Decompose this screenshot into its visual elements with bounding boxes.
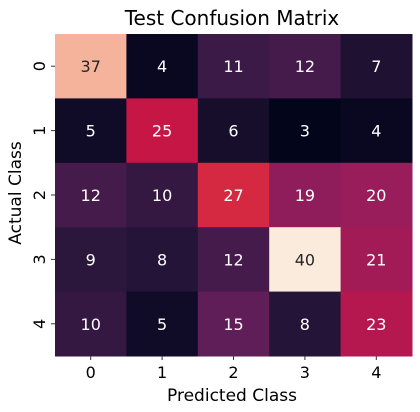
cell-value-label: 19 — [295, 186, 315, 205]
y-axis-ticks: 0 1 2 3 4 — [30, 61, 55, 329]
cell-value-label: 40 — [295, 250, 315, 269]
cell-value-label: 8 — [300, 315, 310, 334]
x-tick-label: 4 — [371, 363, 381, 382]
heatmap-cell — [340, 291, 413, 357]
heatmap-cell — [126, 291, 199, 357]
heatmap-cell — [55, 227, 127, 293]
x-tick-label: 3 — [300, 363, 310, 382]
heatmap-cell — [126, 34, 199, 99]
y-tick-label: 2 — [30, 190, 49, 200]
x-tick-label: 1 — [157, 363, 167, 382]
cell-value-label: 37 — [81, 57, 101, 76]
heatmap-cell — [55, 291, 127, 357]
cell-value-label: 5 — [86, 122, 96, 141]
cell-value-label: 10 — [152, 186, 172, 205]
heatmap-cell — [269, 34, 342, 99]
heatmap-cell — [197, 227, 270, 293]
heatmap-cell — [340, 227, 413, 293]
cell-value-label: 21 — [366, 250, 386, 269]
cell-value-label: 12 — [295, 57, 315, 76]
cell-value-label: 3 — [300, 122, 310, 141]
cell-value-label: 12 — [223, 250, 243, 269]
cell-value-label: 23 — [366, 315, 386, 334]
cell-value-label: 7 — [371, 57, 381, 76]
cell-value-label: 15 — [223, 315, 243, 334]
heatmap-cell — [269, 227, 342, 293]
heatmap-cell — [126, 98, 199, 164]
heatmap-cell — [197, 162, 270, 228]
heatmap-cell — [197, 98, 270, 164]
cell-value-label: 4 — [371, 122, 381, 141]
cell-value-label: 11 — [223, 57, 243, 76]
x-tick-label: 0 — [86, 363, 96, 382]
cell-value-label: 9 — [86, 250, 96, 269]
cell-value-label: 10 — [81, 315, 101, 334]
heatmap-cell — [55, 162, 127, 228]
heatmap-cell — [340, 162, 413, 228]
heatmap-cell — [126, 227, 199, 293]
heatmap-cell — [126, 162, 199, 228]
cell-value-label: 8 — [157, 250, 167, 269]
chart-title: Test Confusion Matrix — [124, 6, 340, 30]
heatmap-cell — [197, 34, 270, 99]
y-tick-label: 1 — [30, 126, 49, 136]
heatmap-cells: 37 4 11 12 7 5 25 6 3 4 12 10 27 19 20 9 8 12 40 21 10 5 15 8 23 — [55, 34, 413, 357]
x-axis-ticks: 0 1 2 3 4 — [86, 356, 381, 382]
cell-value-label: 25 — [152, 122, 172, 141]
heatmap-cell — [340, 98, 413, 164]
y-axis-title: Actual Class — [6, 141, 26, 245]
cell-value-label: 27 — [223, 186, 243, 205]
heatmap-cell — [269, 98, 342, 164]
heatmap-cell — [269, 291, 342, 357]
y-tick-label: 0 — [30, 61, 49, 71]
heatmap-cell — [197, 291, 270, 357]
y-tick-label: 3 — [30, 254, 49, 264]
cell-value-label: 20 — [366, 186, 386, 205]
cell-value-label: 5 — [157, 315, 167, 334]
cell-value-label: 4 — [157, 57, 167, 76]
cell-value-label: 6 — [228, 122, 238, 141]
heatmap-cell — [55, 34, 127, 99]
x-tick-label: 2 — [228, 363, 238, 382]
heatmap-cell — [269, 162, 342, 228]
heatmap-cell — [55, 98, 127, 164]
x-axis-title: Predicted Class — [167, 386, 297, 406]
y-tick-label: 4 — [30, 319, 49, 329]
heatmap-cell — [340, 34, 413, 99]
cell-value-label: 12 — [81, 186, 101, 205]
